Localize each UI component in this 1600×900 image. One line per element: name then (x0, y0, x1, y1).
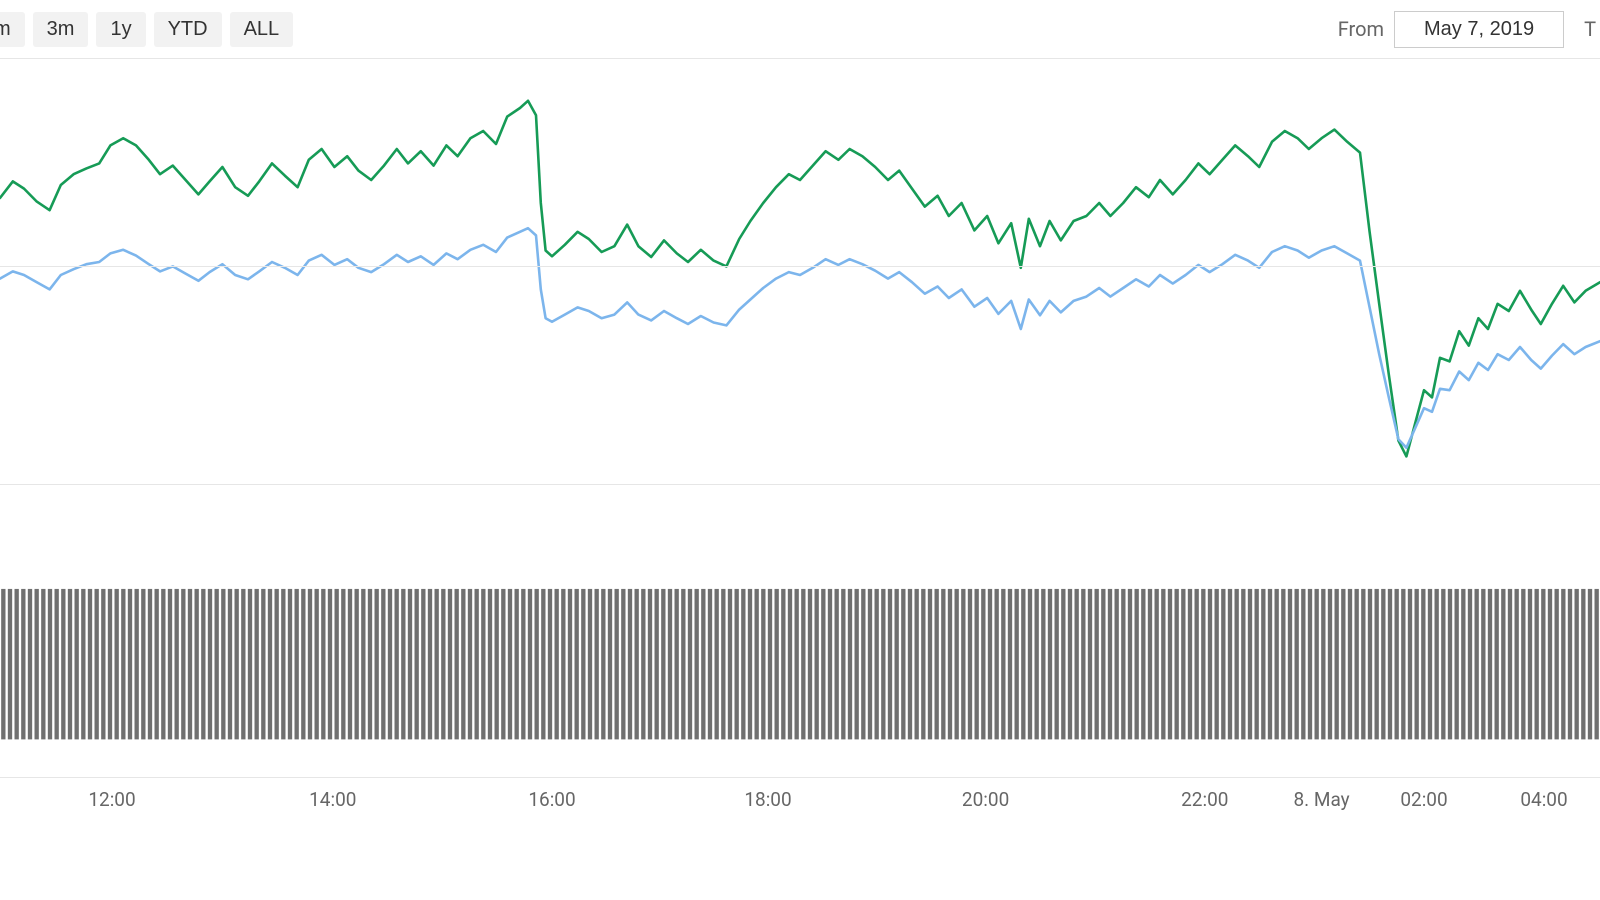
x-axis: 12:00 14:00 16:00 18:00 20:00 22:00 8. May 02:0… (0, 778, 1600, 818)
zoom-button-1y[interactable]: 1y (96, 12, 145, 47)
zoom-button-ytd[interactable]: YTD (154, 12, 222, 47)
from-date-input[interactable] (1394, 11, 1564, 48)
x-axis-label: 12:00 (88, 788, 135, 811)
x-axis-label: 22:00 (1181, 788, 1228, 811)
x-axis-label: 16:00 (528, 788, 575, 811)
zoom-buttons-group: m3m1y YTDALL (0, 12, 293, 47)
toolbar: m3m1y YTDALL From T (0, 0, 1600, 58)
line-chart[interactable] (0, 58, 1600, 778)
gridline (0, 484, 1600, 485)
chart-svg (0, 59, 1600, 779)
series-blue (0, 228, 1600, 448)
zoom-button-all[interactable]: ALL (230, 12, 294, 47)
x-axis-label: 02:00 (1400, 788, 1447, 811)
x-axis-label: 18:00 (744, 788, 791, 811)
x-axis-label: 14:00 (309, 788, 356, 811)
volume-bars (1, 589, 1599, 739)
from-label: From (1338, 17, 1384, 41)
date-from-group: From T (1338, 11, 1600, 48)
zoom-button-m[interactable]: m (0, 12, 25, 47)
x-axis-label: 8. May (1294, 788, 1350, 811)
x-axis-label: 04:00 (1520, 788, 1567, 811)
series-green (0, 101, 1600, 457)
gridline (0, 266, 1600, 267)
zoom-button-3m[interactable]: 3m (33, 12, 89, 47)
to-label: T (1584, 17, 1600, 41)
x-axis-label: 20:00 (962, 788, 1009, 811)
